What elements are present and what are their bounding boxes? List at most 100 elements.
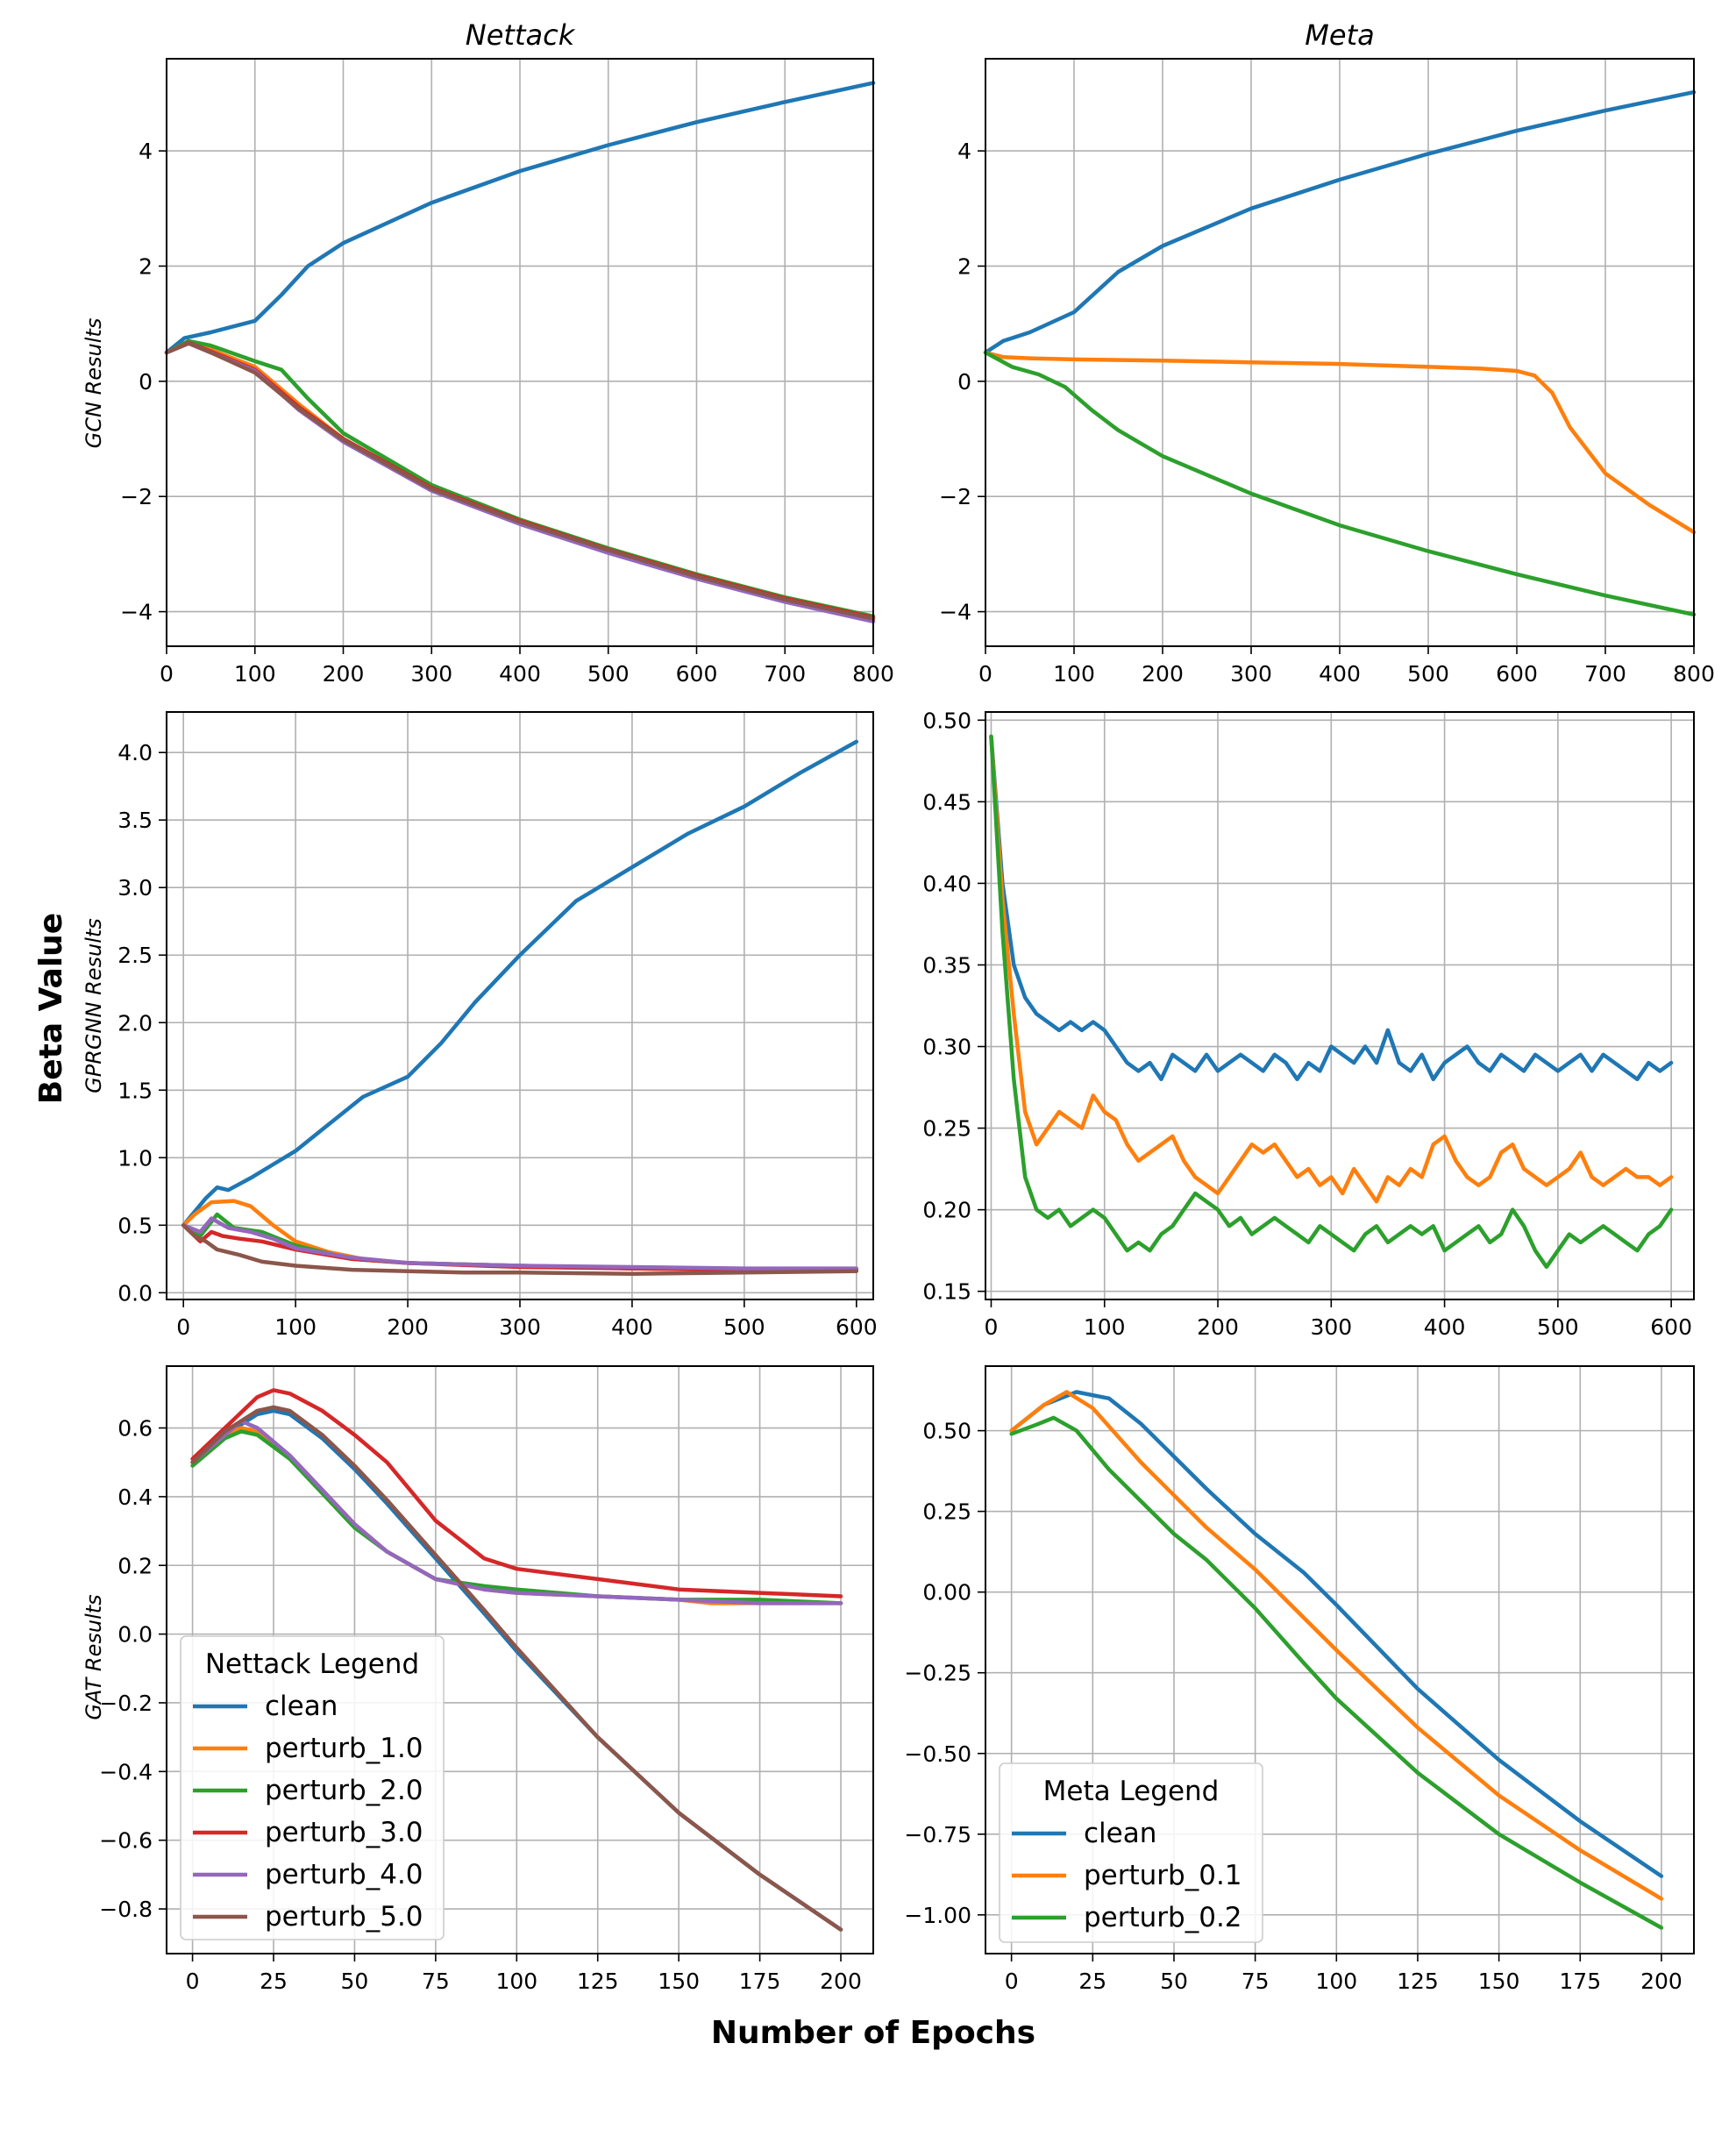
series-group xyxy=(1009,1390,1664,1930)
y-tick-label: −4 xyxy=(939,600,971,625)
y-tick-label: 0.15 xyxy=(922,1279,971,1305)
series-line-perturb_0.1 xyxy=(1009,1390,1664,1901)
series-group xyxy=(164,81,876,624)
x-tick-label: 25 xyxy=(1078,1969,1106,1994)
x-tick-label: 200 xyxy=(1197,1314,1239,1340)
series-group xyxy=(989,734,1674,1270)
x-tick-label: 125 xyxy=(577,1969,619,1994)
x-tick-label: 200 xyxy=(820,1969,862,1994)
y-tick-label: 0.20 xyxy=(922,1198,971,1223)
series-line-perturb_5.0 xyxy=(181,1223,859,1276)
figure-xlabel: Number of Epochs xyxy=(711,2015,1035,2051)
x-tick-label: 100 xyxy=(234,661,276,687)
x-tick-label: 800 xyxy=(1673,661,1715,687)
series-group xyxy=(190,1388,843,1932)
series-line-perturb_0.2 xyxy=(989,734,1674,1270)
x-tick-label: 400 xyxy=(1319,661,1361,687)
panel-gat-nettack: 0 25 50 75 100 125 150 175 200 −0.8 −0.6 −0.4 −0.2 0.… xyxy=(82,1365,874,1994)
y-tick-label: 1.5 xyxy=(117,1078,153,1103)
legend-box xyxy=(999,1762,1263,1943)
y-tick-label: −0.25 xyxy=(904,1661,971,1686)
panel-gprgnn-meta: 0 100 200 300 400 500 600 0.15 0.20 0.25 0.30 0.35 0… xyxy=(922,708,1695,1340)
x-tick-label: 500 xyxy=(587,661,630,687)
x-tick-label: 175 xyxy=(1559,1969,1601,1994)
grid xyxy=(167,712,873,1299)
series-line-clean xyxy=(983,89,1697,355)
series-line-perturb_4.0 xyxy=(190,1419,843,1605)
ticks: 0 100 200 300 400 500 600 0.15 0.20 0.25 0.30 0.35 0… xyxy=(922,708,1692,1340)
y-tick-label: 1.0 xyxy=(117,1145,153,1171)
x-tick-label: 25 xyxy=(260,1969,288,1994)
x-tick-label: 200 xyxy=(1142,661,1184,687)
y-tick-label: 0 xyxy=(139,369,153,395)
x-tick-label: 500 xyxy=(1407,661,1449,687)
y-tick-label: 0.30 xyxy=(922,1035,971,1060)
ticks: 0 25 50 75 100 125 150 175 200 −0.8 −0.6 −0.4 −0.2 0.… xyxy=(99,1416,862,1994)
series-group xyxy=(983,89,1697,617)
y-tick-label: −0.6 xyxy=(99,1828,153,1854)
series-line-clean xyxy=(989,734,1674,1082)
y-tick-label: 0.2 xyxy=(117,1553,153,1578)
x-tick-label: 0 xyxy=(186,1969,200,1994)
x-tick-label: 75 xyxy=(1242,1969,1270,1994)
series-line-perturb_0.2 xyxy=(1009,1415,1664,1930)
x-tick-label: 125 xyxy=(1397,1969,1439,1994)
x-tick-label: 75 xyxy=(422,1969,450,1994)
legend-entry-perturb_2.0: perturb_2.0 xyxy=(265,1775,423,1806)
series-line-perturb_0.1 xyxy=(989,734,1674,1204)
y-tick-label: 0.4 xyxy=(117,1484,153,1510)
x-tick-label: 100 xyxy=(1084,1314,1126,1340)
series-line-clean xyxy=(181,739,859,1228)
row-label: GAT Results xyxy=(82,1594,106,1719)
x-tick-label: 150 xyxy=(658,1969,700,1994)
x-tick-label: 200 xyxy=(323,661,365,687)
x-tick-label: 100 xyxy=(495,1969,537,1994)
x-tick-label: 700 xyxy=(764,661,806,687)
x-tick-label: 0 xyxy=(1005,1969,1019,1994)
y-tick-label: −0.2 xyxy=(99,1691,153,1716)
y-tick-label: 0.00 xyxy=(922,1580,971,1605)
x-tick-label: 100 xyxy=(1053,661,1095,687)
y-tick-label: −2 xyxy=(120,484,153,509)
y-tick-label: 4.0 xyxy=(117,740,153,765)
y-tick-label: 2 xyxy=(957,253,971,279)
legend-box xyxy=(180,1635,445,1940)
y-tick-label: 2.5 xyxy=(117,943,153,968)
row-label: GCN Results xyxy=(82,318,106,449)
y-tick-label: 3.5 xyxy=(117,808,153,833)
x-tick-label: 100 xyxy=(274,1314,317,1340)
y-tick-label: 0.0 xyxy=(117,1622,153,1648)
x-tick-label: 175 xyxy=(739,1969,781,1994)
grid xyxy=(985,712,1694,1299)
y-tick-label: −2 xyxy=(939,484,971,509)
y-tick-label: 2 xyxy=(139,253,153,279)
y-tick-label: −1.00 xyxy=(904,1903,971,1928)
y-tick-label: 0.5 xyxy=(117,1213,153,1238)
y-tick-label: −0.4 xyxy=(99,1759,153,1784)
y-tick-label: 4 xyxy=(957,139,971,164)
y-tick-label: 0.50 xyxy=(922,708,971,733)
y-tick-label: 0.45 xyxy=(922,789,971,815)
x-tick-label: 400 xyxy=(1424,1314,1466,1340)
series-line-perturb_5.0 xyxy=(164,341,876,621)
x-tick-label: 200 xyxy=(1640,1969,1683,1994)
axes-frame xyxy=(985,711,1695,1300)
legend-entry-clean: clean xyxy=(1084,1818,1156,1849)
series-line-clean xyxy=(164,81,876,355)
ticks: 0 25 50 75 100 125 150 175 200 −1.00 −0.75 −0.50 −0.… xyxy=(904,1419,1682,1994)
y-tick-label: 4 xyxy=(139,139,153,164)
x-tick-label: 800 xyxy=(852,661,894,687)
nettack-legend: Nettack Legend clean perturb_1.0 perturb_2.… xyxy=(180,1635,445,1940)
x-tick-label: 0 xyxy=(978,661,993,687)
x-tick-label: 600 xyxy=(1496,661,1538,687)
y-tick-label: 3.0 xyxy=(117,875,153,901)
legend-entry-perturb_5.0: perturb_5.0 xyxy=(265,1901,423,1933)
legend-title: Meta Legend xyxy=(1043,1776,1220,1807)
legend-entry-perturb_4.0: perturb_4.0 xyxy=(265,1859,423,1890)
series-line-perturb_5.0 xyxy=(190,1405,843,1932)
panel-gprgnn-nettack: 0 100 200 300 400 500 600 0.0 0.5 1.0 1.5 2.0 2.5 3.0… xyxy=(82,711,878,1340)
grid xyxy=(985,59,1695,646)
y-tick-label: 0.50 xyxy=(922,1419,971,1444)
x-tick-label: 150 xyxy=(1478,1969,1520,1994)
